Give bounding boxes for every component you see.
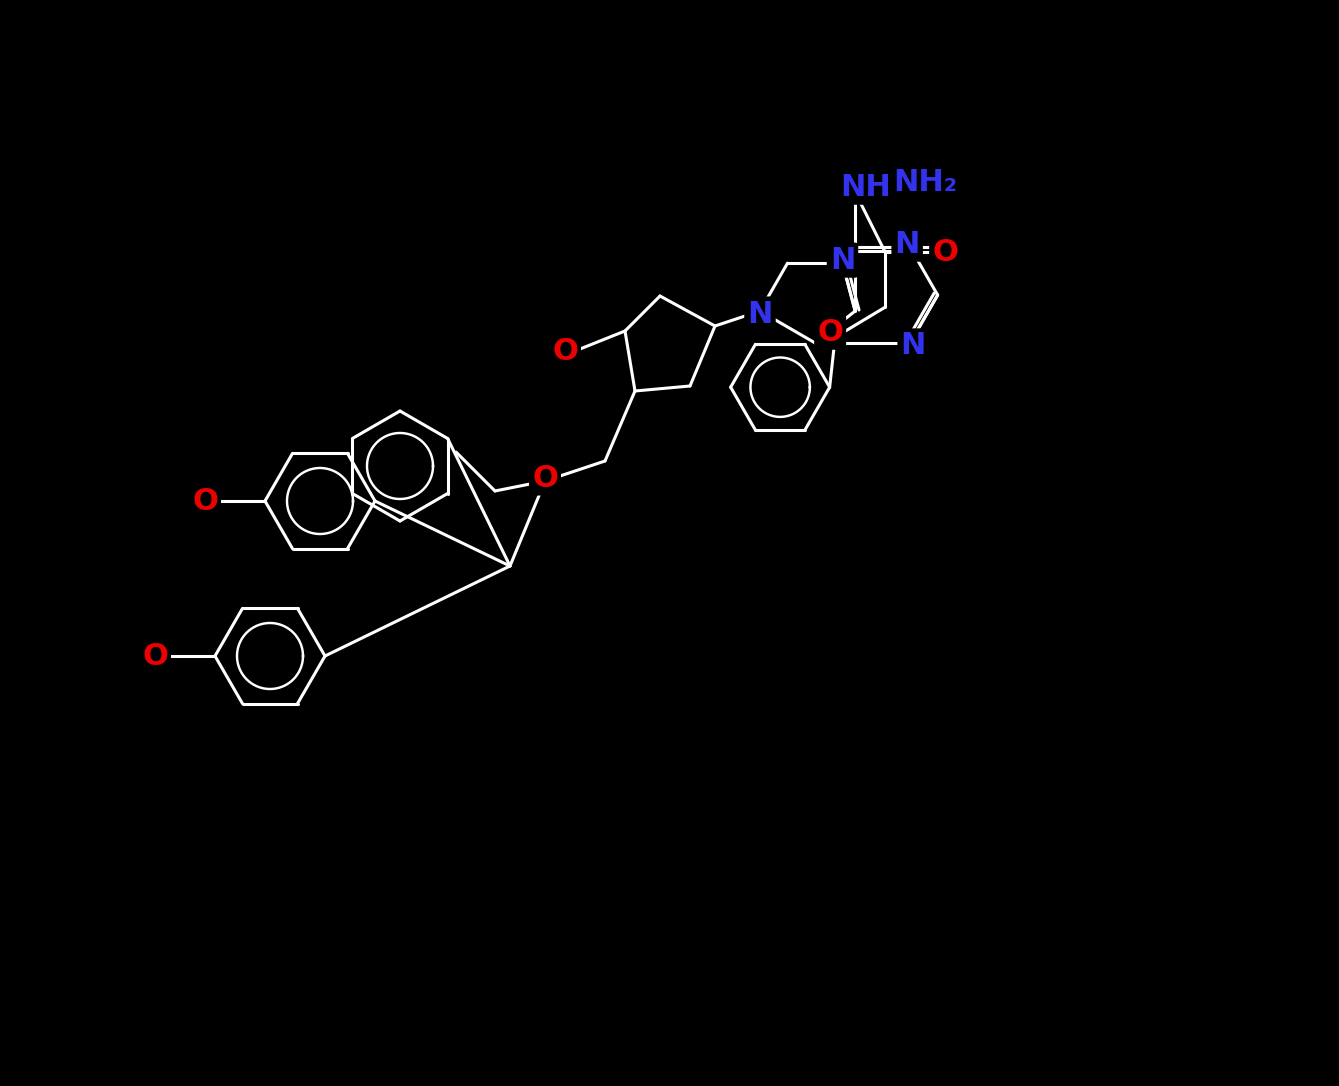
Text: N: N (894, 230, 920, 258)
Text: N: N (830, 245, 856, 275)
Text: O: O (532, 464, 558, 492)
Text: O: O (552, 337, 578, 366)
Text: NH₂: NH₂ (893, 167, 957, 197)
Text: O: O (817, 318, 844, 346)
Text: N: N (747, 300, 773, 328)
Text: O: O (142, 642, 167, 670)
Text: N: N (900, 331, 925, 361)
Text: NH: NH (840, 173, 890, 202)
Text: O: O (932, 238, 959, 267)
Text: O: O (191, 487, 218, 516)
